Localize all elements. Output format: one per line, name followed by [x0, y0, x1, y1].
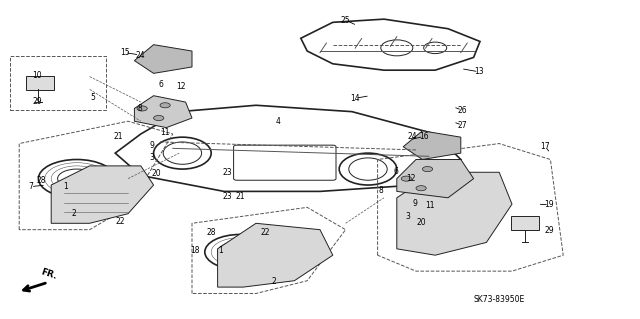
Text: 22: 22 — [116, 217, 125, 226]
Text: 3: 3 — [406, 212, 411, 221]
Text: 11: 11 — [161, 128, 170, 137]
Text: 29: 29 — [544, 226, 554, 235]
Text: 7: 7 — [28, 182, 33, 191]
Text: 16: 16 — [419, 132, 429, 141]
Text: 6: 6 — [159, 80, 164, 89]
Circle shape — [416, 186, 426, 191]
Text: 6: 6 — [393, 167, 398, 176]
FancyBboxPatch shape — [26, 76, 54, 90]
Text: 28: 28 — [207, 228, 216, 237]
Text: 28: 28 — [37, 176, 46, 185]
Text: 3: 3 — [150, 153, 155, 162]
Circle shape — [422, 167, 433, 172]
Polygon shape — [403, 131, 461, 160]
Text: 2: 2 — [271, 277, 276, 286]
Text: 27: 27 — [457, 121, 467, 130]
FancyBboxPatch shape — [511, 216, 539, 230]
Text: 23: 23 — [222, 192, 232, 201]
Text: 13: 13 — [474, 67, 484, 76]
Text: SK73-83950E: SK73-83950E — [474, 295, 525, 304]
Polygon shape — [51, 166, 154, 223]
Text: 22: 22 — [261, 228, 270, 237]
Polygon shape — [134, 96, 192, 128]
Text: 20: 20 — [152, 169, 162, 178]
Text: 5: 5 — [90, 93, 95, 102]
Text: 18: 18 — [191, 246, 200, 255]
Polygon shape — [397, 172, 512, 255]
Text: 20: 20 — [416, 218, 426, 227]
Text: 23: 23 — [222, 168, 232, 177]
Text: 17: 17 — [540, 142, 550, 151]
Text: 4: 4 — [276, 117, 281, 126]
Text: 14: 14 — [350, 94, 360, 103]
Text: 25: 25 — [340, 16, 351, 25]
Circle shape — [401, 176, 412, 181]
Text: 15: 15 — [120, 48, 130, 57]
Text: 8: 8 — [137, 104, 142, 113]
Circle shape — [154, 115, 164, 121]
Circle shape — [160, 103, 170, 108]
Circle shape — [137, 106, 147, 111]
Text: 12: 12 — [176, 82, 185, 91]
Text: 9: 9 — [150, 141, 155, 150]
Text: 9: 9 — [412, 199, 417, 208]
Text: 2: 2 — [71, 209, 76, 218]
Text: 12: 12 — [406, 174, 415, 182]
Text: 21: 21 — [114, 132, 123, 141]
Text: 1: 1 — [63, 182, 68, 191]
Polygon shape — [134, 45, 192, 73]
Text: 29: 29 — [32, 97, 42, 106]
Polygon shape — [218, 223, 333, 287]
Text: 19: 19 — [544, 200, 554, 209]
Text: 26: 26 — [457, 106, 467, 115]
Text: 11: 11 — [426, 201, 435, 210]
Text: 24: 24 — [408, 132, 418, 141]
Text: 21: 21 — [236, 192, 244, 201]
Text: FR.: FR. — [40, 267, 58, 281]
Text: 10: 10 — [32, 71, 42, 80]
Text: 8: 8 — [378, 186, 383, 195]
Polygon shape — [397, 160, 474, 198]
Text: 24: 24 — [136, 51, 146, 60]
Text: 1: 1 — [218, 246, 223, 255]
